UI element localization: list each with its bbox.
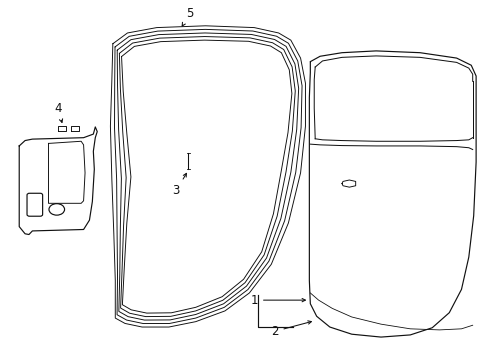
Text: 4: 4 bbox=[54, 102, 62, 122]
Text: 5: 5 bbox=[182, 7, 193, 26]
Text: 1: 1 bbox=[250, 294, 305, 307]
Text: 2: 2 bbox=[270, 321, 311, 338]
Polygon shape bbox=[19, 127, 97, 234]
Text: 3: 3 bbox=[172, 174, 186, 197]
Polygon shape bbox=[48, 141, 85, 203]
